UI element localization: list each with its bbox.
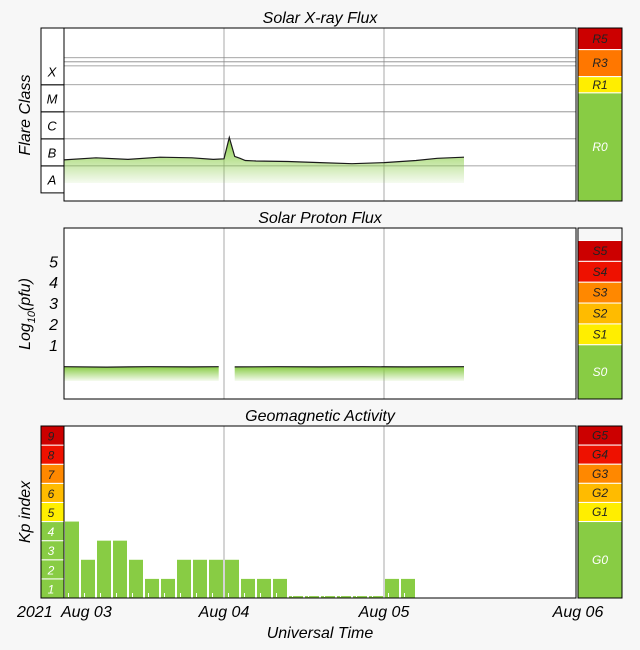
scale-block-R0 <box>577 92 623 202</box>
kp-level-column: 1 2 3 4 5 6 7 8 9 <box>40 425 65 599</box>
proton-ylabel-tail: (pfu) <box>17 278 34 311</box>
kp-bar <box>337 596 351 598</box>
proton-yticks: 1 2 3 4 5 <box>48 254 58 354</box>
kp-bar <box>113 540 127 598</box>
kp-bar <box>401 578 415 598</box>
x-tick-label: Aug 04 <box>198 604 250 621</box>
year-label: 2021 <box>16 604 53 621</box>
kp-level-6: 6 <box>48 487 55 501</box>
kp-bar <box>369 596 383 598</box>
kp-level-1: 1 <box>48 582 55 596</box>
flare-class-A: A <box>47 172 57 187</box>
kp-bar <box>129 559 143 598</box>
x-axis-label: Universal Time <box>267 625 374 642</box>
proton-ytick-4: 4 <box>49 275 58 292</box>
kp-ylabel: Kp index <box>17 480 34 543</box>
scale-label-G4: G4 <box>592 448 608 462</box>
proton-area-1 <box>234 366 464 381</box>
proton-title: Solar Proton Flux <box>258 210 383 227</box>
kp-bar <box>257 578 271 598</box>
proton-area-0 <box>64 366 219 381</box>
proton-ylabel-main: Log <box>17 323 34 350</box>
xray-title: Solar X-ray Flux <box>263 10 379 27</box>
proton-ytick-5: 5 <box>49 254 58 271</box>
kp-plot-area <box>64 426 576 598</box>
kp-gridlines <box>223 426 385 598</box>
kp-bar <box>97 540 111 598</box>
kp-level-4: 4 <box>48 525 55 539</box>
kp-bar <box>385 578 399 598</box>
x-tick-label: Aug 05 <box>358 604 410 621</box>
kp-title: Geomagnetic Activity <box>245 408 396 425</box>
scale-label-S4: S4 <box>593 265 608 279</box>
x-tick-label: Aug 06 <box>552 604 604 621</box>
proton-ytick-2: 2 <box>48 317 58 334</box>
proton-ylabel-sub: 10 <box>26 310 38 323</box>
kp-bar <box>65 521 79 598</box>
proton-ytick-3: 3 <box>49 296 58 313</box>
proton-ytick-1: 1 <box>49 338 58 355</box>
kp-level-9: 9 <box>48 430 55 444</box>
xray-series <box>63 135 465 183</box>
scale-label-G3: G3 <box>592 467 608 481</box>
kp-level-3: 3 <box>48 544 55 558</box>
xray-ylabel: Flare Class <box>17 75 34 156</box>
kp-bars <box>65 521 415 598</box>
scale-label-G5: G5 <box>592 429 608 443</box>
proton-ylabel: Log10(pfu) <box>17 278 38 350</box>
proton-plot-frame <box>63 227 577 400</box>
kp-scale-frame <box>577 425 623 599</box>
xray-area-0 <box>64 137 464 183</box>
kp-bar <box>145 578 159 598</box>
kp-bar <box>193 559 207 598</box>
flare-class-X: X <box>47 64 58 79</box>
scale-label-S2: S2 <box>593 307 608 321</box>
scale-label-G0: G0 <box>592 553 608 567</box>
proton-scale-frame <box>577 227 623 400</box>
scale-label-S3: S3 <box>593 286 608 300</box>
kp-bar <box>321 596 335 598</box>
kp-bar <box>209 559 223 598</box>
geomagnetic-storm-scale: G5 G4 G3 G2 G1 G0 <box>577 425 623 599</box>
kp-level-2: 2 <box>47 563 55 577</box>
kp-bar <box>353 596 367 598</box>
kp-bar <box>241 578 255 598</box>
scale-label-R5: R5 <box>592 32 608 46</box>
flare-class-M: M <box>47 91 58 106</box>
scale-label-R3: R3 <box>592 56 608 70</box>
kp-level-5: 5 <box>48 506 55 520</box>
proton-series <box>63 366 465 381</box>
flare-class-B: B <box>48 145 57 160</box>
kp-bar <box>81 559 95 598</box>
kp-bar <box>225 559 239 598</box>
scale-label-S5: S5 <box>593 244 608 258</box>
kp-bar <box>177 559 191 598</box>
kp-bar <box>161 578 175 598</box>
scale-label-G2: G2 <box>592 486 608 500</box>
kp-level-8: 8 <box>48 449 55 463</box>
kp-bar <box>289 596 303 598</box>
kp-level-7: 7 <box>48 468 56 482</box>
scale-label-G1: G1 <box>592 505 608 519</box>
scale-label-R1: R1 <box>592 78 607 92</box>
xray-line-0 <box>63 135 465 165</box>
x-tick-labels: Aug 03 Aug 04 Aug 05 Aug 06 <box>60 604 603 621</box>
kp-plot-frame <box>63 425 577 599</box>
kp-bar <box>305 596 319 598</box>
scale-label-S0: S0 <box>593 365 608 379</box>
flare-class-C: C <box>47 118 57 133</box>
scale-label-R0: R0 <box>592 140 608 154</box>
xray-scale-frame <box>577 27 623 202</box>
radio-blackout-scale: R5 R3 R1 R0 <box>577 27 623 202</box>
scale-block-S0 <box>577 344 623 400</box>
radiation-storm-scale: S5 S4 S3 S2 S1 S0 <box>577 227 623 400</box>
kp-bar <box>273 578 287 598</box>
x-tick-label: Aug 03 <box>60 604 112 621</box>
xray-plot-frame <box>63 27 577 202</box>
scale-label-S1: S1 <box>593 327 608 341</box>
